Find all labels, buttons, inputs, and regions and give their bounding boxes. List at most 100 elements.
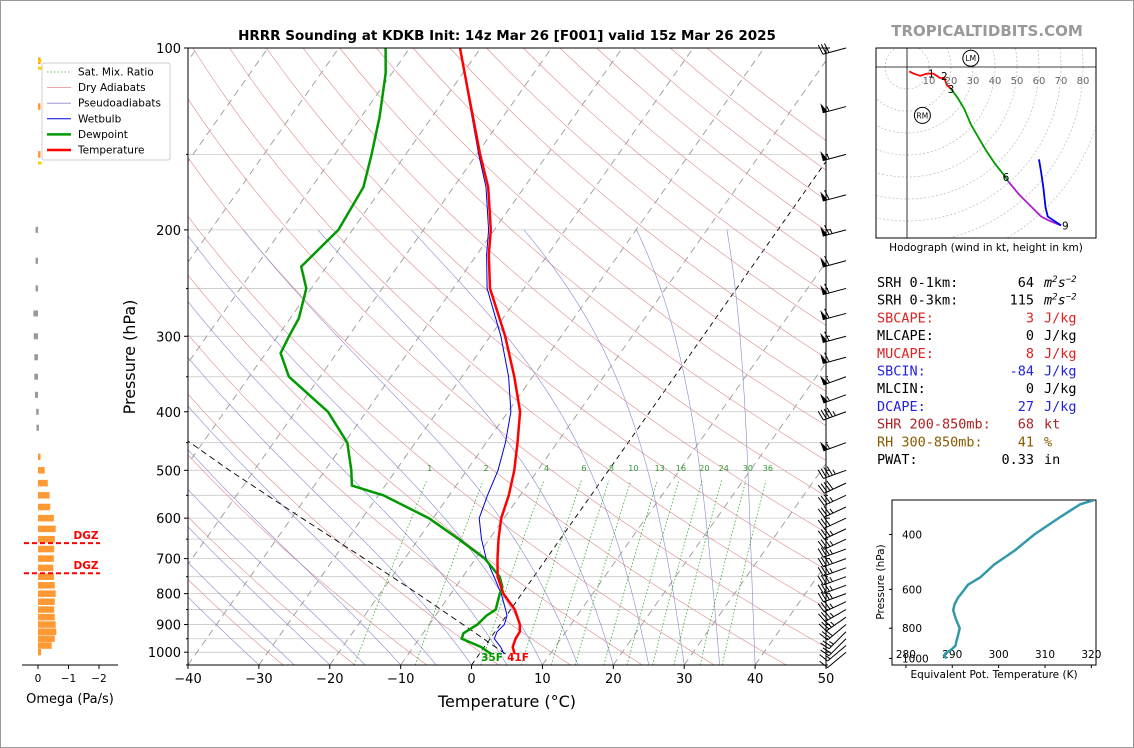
skewt-x-tick: 40	[747, 672, 764, 687]
omega-bar	[34, 373, 38, 380]
omega-bar	[38, 503, 51, 511]
wind-barb	[817, 517, 847, 529]
omega-bar	[38, 635, 55, 642]
surface-dewpoint-label: 35F	[481, 652, 503, 664]
omega-x-axis-label: Omega (Pa/s)	[26, 692, 114, 707]
index-unit: J/kg	[1044, 328, 1077, 344]
omega-x-tick: −1	[61, 673, 76, 685]
hodograph-panel: 10 20 30 40 50 60 70 80 RM LM 1 23 6 9	[875, 47, 1097, 239]
skewt-x-tick: 10	[534, 672, 551, 687]
omega-bar	[38, 59, 42, 63]
legend-entry: Temperature	[77, 145, 145, 157]
omega-bar	[35, 285, 39, 292]
index-value: -84	[1010, 364, 1034, 380]
skewt-y-tick: 300	[156, 330, 181, 345]
theta-e-x-tick: 280	[896, 649, 916, 661]
hodograph-ring-label: 80	[1077, 76, 1090, 87]
hodograph-ring-label: 40	[989, 76, 1002, 87]
index-label: SRH 0-1km:	[877, 275, 958, 291]
wind-barb	[820, 631, 847, 650]
hodograph-ring-label: 20	[945, 76, 958, 87]
skewt-x-tick: 0	[467, 672, 475, 687]
index-label: MUCAPE:	[877, 346, 934, 362]
index-unit: kt	[1044, 417, 1060, 433]
index-value: 0	[1026, 328, 1034, 344]
omega-bar	[36, 424, 39, 431]
dewpoint-trace	[279, 48, 504, 656]
index-row: SHR 200-850mb: 68 kt	[877, 417, 1060, 433]
omega-x-tick: 0	[35, 673, 42, 685]
skewt-x-tick: 30	[676, 672, 693, 687]
skewt-x-tick: −30	[245, 672, 272, 687]
mixing-ratio-label: 2	[484, 464, 489, 473]
wind-barb	[817, 573, 847, 586]
skewt-y-tick: 1000	[148, 646, 181, 661]
omega-bar	[36, 408, 39, 415]
hodograph-segment	[950, 88, 1009, 182]
omega-x-tick: −2	[91, 673, 106, 685]
skewt-y-axis-label: Pressure (hPa)	[120, 300, 139, 415]
index-unit: J/kg	[1044, 346, 1077, 362]
theta-e-x-tick: 310	[1035, 649, 1055, 661]
hodograph-ring-label: 70	[1055, 76, 1068, 87]
index-row: SRH 0-1km: 64 m2s−2	[877, 275, 1077, 291]
index-row: PWAT: 0.33 in	[877, 452, 1060, 468]
wind-barb	[817, 43, 847, 55]
omega-bar	[38, 564, 54, 572]
omega-bar	[38, 453, 41, 461]
hodograph-height-label: 3	[948, 84, 955, 96]
skewt-background-lines	[188, 48, 826, 665]
skewt-axes-frame	[187, 47, 827, 666]
dgz-label: DGZ	[74, 530, 99, 542]
parcel-trace	[188, 440, 506, 655]
hodograph-height-label: 2	[941, 71, 948, 83]
omega-bar	[38, 66, 42, 70]
theta-e-y-tick: 800	[902, 623, 922, 635]
index-value: 0	[1026, 381, 1034, 397]
omega-bar	[38, 590, 56, 597]
index-row: SRH 0-3km: 115 m2s−2	[877, 293, 1077, 309]
mixing-ratio-label: 30	[743, 464, 753, 473]
wind-barb	[817, 466, 847, 479]
legend-entry: Sat. Mix. Ratio	[78, 67, 154, 79]
brand-watermark: TROPICALTIDBITS.COM	[891, 22, 1083, 40]
skewt-x-tick: −20	[316, 672, 343, 687]
omega-bar	[38, 492, 50, 499]
hodograph-segment	[1038, 159, 1062, 227]
omega-bar	[38, 514, 54, 522]
omega-bar	[38, 545, 55, 553]
omega-bar	[38, 103, 41, 110]
hodograph-ring-label: 60	[1033, 76, 1046, 87]
skewt-y-tick: 600	[156, 512, 181, 527]
skewt-x-tick: −40	[174, 672, 201, 687]
mixing-ratio-labels: 1 2 4 6 8 10 13 16 20 24 30 36	[427, 464, 773, 473]
skewt-y-tick: 800	[156, 588, 181, 603]
omega-bar	[38, 648, 42, 656]
skewt-ticks: −40 −30 −20 −10 0 10 20 30 40 50 100 200 300 400 500 60…	[148, 42, 834, 687]
index-label: MLCAPE:	[877, 328, 934, 344]
index-value: 27	[1018, 399, 1034, 415]
wind-barb	[820, 308, 847, 321]
index-row: MUCAPE: 8 J/kg	[877, 346, 1077, 362]
wind-barb	[819, 645, 847, 662]
omega-bar	[35, 257, 39, 264]
index-value: 8	[1026, 346, 1034, 362]
skewt-x-tick: 50	[818, 672, 835, 687]
theta-e-x-tick: 300	[989, 649, 1009, 661]
wind-barb	[820, 352, 847, 364]
wind-barb	[820, 190, 847, 202]
index-label: SBCAPE:	[877, 310, 934, 326]
wind-barb	[817, 494, 847, 506]
index-unit: in	[1044, 452, 1060, 468]
wind-barb	[819, 651, 847, 669]
index-label: SRH 0-3km:	[877, 293, 958, 309]
omega-bar	[38, 555, 54, 562]
index-label: SBCIN:	[877, 364, 926, 380]
legend-entry: Wetbulb	[78, 113, 122, 125]
omega-bar	[34, 391, 38, 398]
index-label: SHR 200-850mb:	[877, 417, 991, 433]
hodograph-segment	[908, 70, 952, 90]
wind-barb	[820, 150, 847, 162]
hodograph-ring-label: 30	[967, 76, 980, 87]
